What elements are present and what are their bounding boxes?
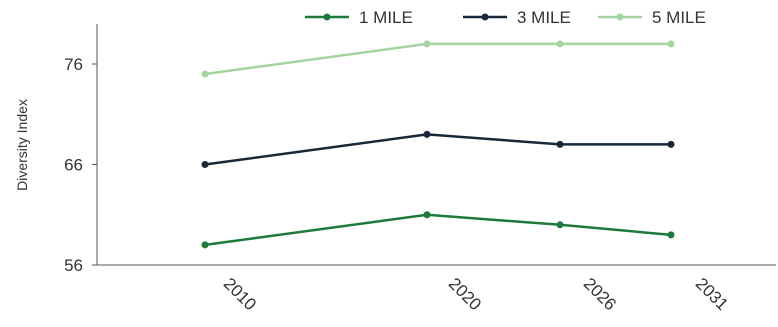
x-tick-label: 2031 — [692, 274, 732, 314]
legend-item: 5 MILE — [598, 8, 706, 27]
legend-swatch-marker — [481, 13, 489, 21]
chart-axes: 56 66 76 Diversity Index 2010 2020 2026 2031 — [14, 24, 776, 314]
legend-label: 3 MILE — [517, 8, 571, 27]
data-point — [423, 40, 431, 48]
legend-swatch-marker — [616, 13, 624, 21]
data-point — [556, 40, 564, 48]
data-point — [201, 241, 209, 249]
x-tick-label: 2026 — [580, 274, 620, 314]
legend-label: 5 MILE — [652, 8, 706, 27]
series-5-mile — [201, 40, 675, 78]
data-point — [556, 221, 564, 229]
y-tick-label: 56 — [64, 256, 83, 275]
series-1-mile — [201, 211, 675, 249]
legend-swatch-marker — [323, 13, 331, 21]
data-point — [556, 140, 564, 148]
legend-label: 1 MILE — [359, 8, 413, 27]
data-point — [423, 130, 431, 138]
data-point — [423, 211, 431, 219]
series-3-mile — [201, 130, 675, 168]
y-axis-label: Diversity Index — [14, 99, 30, 191]
data-point — [667, 231, 675, 239]
chart-legend: 1 MILE 3 MILE 5 MILE — [305, 8, 706, 27]
series-line — [204, 133, 671, 166]
series-line — [204, 213, 672, 247]
series-line — [204, 42, 671, 76]
data-point — [667, 40, 675, 48]
chart-series — [201, 40, 675, 249]
data-point — [201, 70, 209, 78]
legend-item: 3 MILE — [463, 8, 571, 27]
x-tick-label: 2020 — [445, 274, 485, 314]
data-point — [667, 140, 675, 148]
x-tick-label: 2010 — [220, 274, 260, 314]
data-point — [201, 161, 209, 168]
y-tick-label: 76 — [64, 55, 83, 74]
legend-item: 1 MILE — [305, 8, 413, 27]
y-tick-label: 66 — [64, 156, 83, 175]
